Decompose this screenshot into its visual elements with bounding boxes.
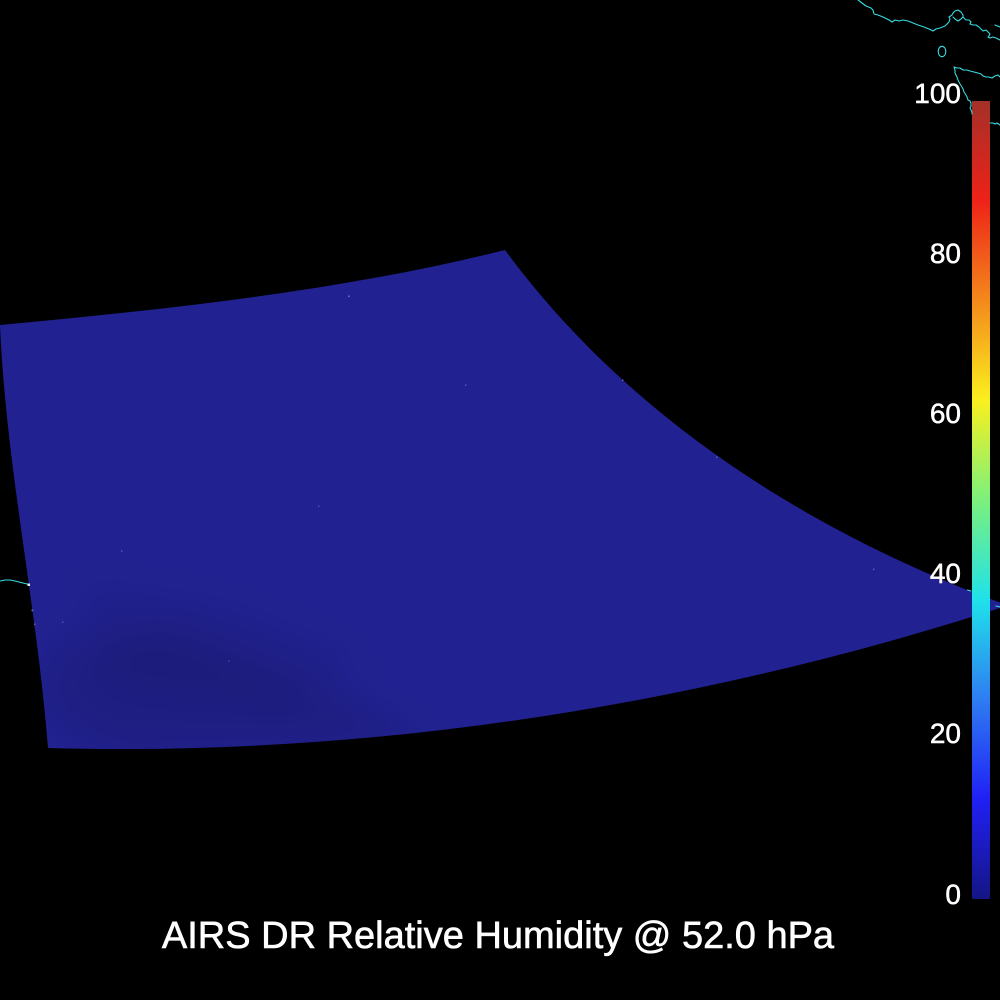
svg-text:0: 0 [945, 879, 961, 910]
svg-text:100: 100 [914, 78, 961, 109]
svg-text:40: 40 [930, 558, 961, 589]
svg-text:20: 20 [930, 718, 961, 749]
svg-text:60: 60 [930, 398, 961, 429]
svg-text:80: 80 [930, 238, 961, 269]
svg-text:AIRS DR Relative Humidity @ 52: AIRS DR Relative Humidity @ 52.0 hPa [162, 915, 835, 957]
